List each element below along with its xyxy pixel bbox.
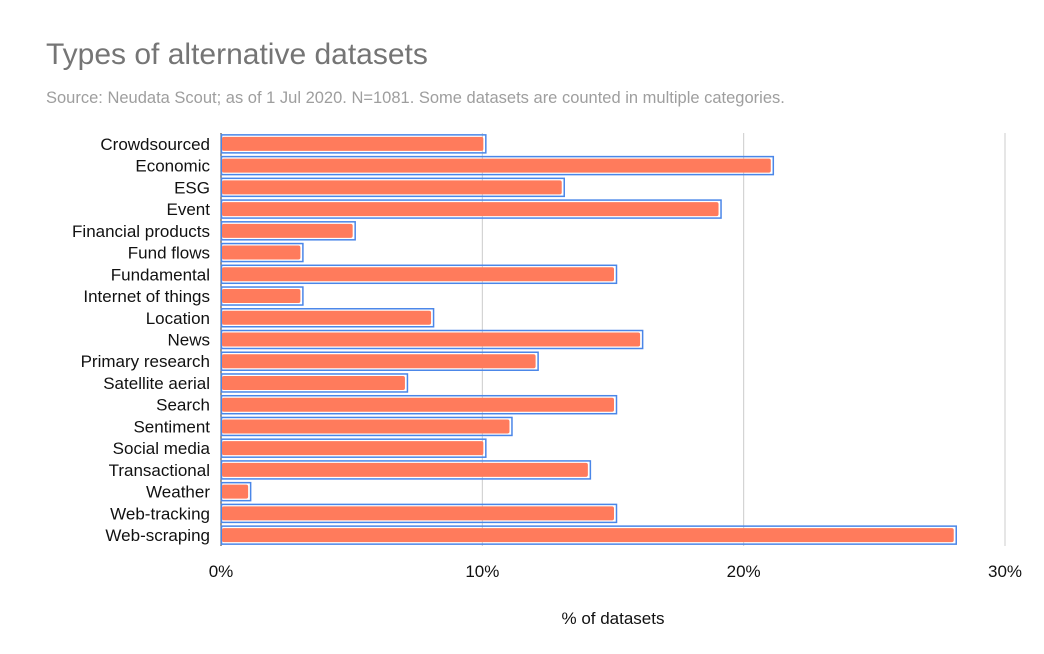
bar: [222, 441, 484, 456]
bar-outline: [220, 134, 487, 154]
bar-outline: [220, 394, 618, 415]
category-label: Weather: [146, 483, 210, 502]
category-label: Social media: [113, 439, 211, 458]
category-label: Satellite aerial: [103, 374, 210, 393]
bar-outline: [220, 264, 618, 285]
bar-outline: [220, 481, 252, 502]
category-label: ESG: [174, 178, 210, 197]
category-label: Crowdsourced: [100, 135, 210, 154]
bar: [222, 332, 641, 347]
bar-outline: [220, 351, 539, 371]
category-label: Web-tracking: [110, 504, 210, 523]
bar: [222, 289, 301, 304]
category-label: Fund flows: [128, 244, 210, 263]
x-tick-label: 0%: [209, 562, 234, 581]
category-label: Location: [146, 309, 210, 328]
bar-outline: [220, 438, 487, 458]
bar: [222, 267, 614, 282]
bar-outline: [220, 177, 565, 198]
category-label: Sentiment: [133, 417, 210, 436]
bar: [222, 245, 301, 260]
bar: [222, 528, 954, 543]
bar: [222, 136, 484, 151]
bar: [222, 202, 719, 217]
bar: [222, 180, 562, 195]
bar: [222, 506, 614, 521]
category-label: Internet of things: [83, 287, 210, 306]
bar-outline: [220, 199, 722, 219]
chart-title: Types of alternative datasets: [46, 38, 428, 71]
category-label: Primary research: [81, 352, 210, 371]
bar: [222, 484, 249, 499]
bar: [222, 375, 405, 390]
bar-outline: [220, 221, 356, 241]
category-label: Transactional: [109, 461, 210, 480]
bar-outline: [220, 416, 513, 437]
category-label: Economic: [135, 157, 210, 176]
bar: [222, 310, 432, 325]
bar: [222, 462, 588, 477]
category-label: Web-scraping: [105, 526, 210, 545]
bar-outline: [220, 525, 957, 545]
category-label: Search: [156, 396, 210, 415]
category-label: Financial products: [72, 222, 210, 241]
x-axis-title: % of datasets: [561, 609, 664, 628]
bar: [222, 223, 353, 238]
bar-outline: [220, 460, 592, 480]
x-tick-label: 10%: [465, 562, 499, 581]
category-label: Event: [167, 200, 211, 219]
bar-outline: [220, 308, 435, 328]
bar-outline: [220, 373, 409, 393]
x-tick-label: 20%: [727, 562, 761, 581]
category-label: News: [167, 331, 210, 350]
bar: [222, 354, 536, 369]
x-tick-label: 30%: [988, 562, 1022, 581]
chart-subtitle: Source: Neudata Scout; as of 1 Jul 2020.…: [46, 89, 785, 107]
category-label: Fundamental: [111, 265, 210, 284]
bar: [222, 397, 614, 412]
bar-outline: [220, 155, 775, 176]
bar: [222, 419, 510, 434]
bar-outline: [220, 329, 644, 350]
bar-outline: [220, 286, 304, 306]
bar-outline: [220, 242, 304, 263]
bar: [222, 158, 771, 173]
bar-outline: [220, 503, 618, 524]
